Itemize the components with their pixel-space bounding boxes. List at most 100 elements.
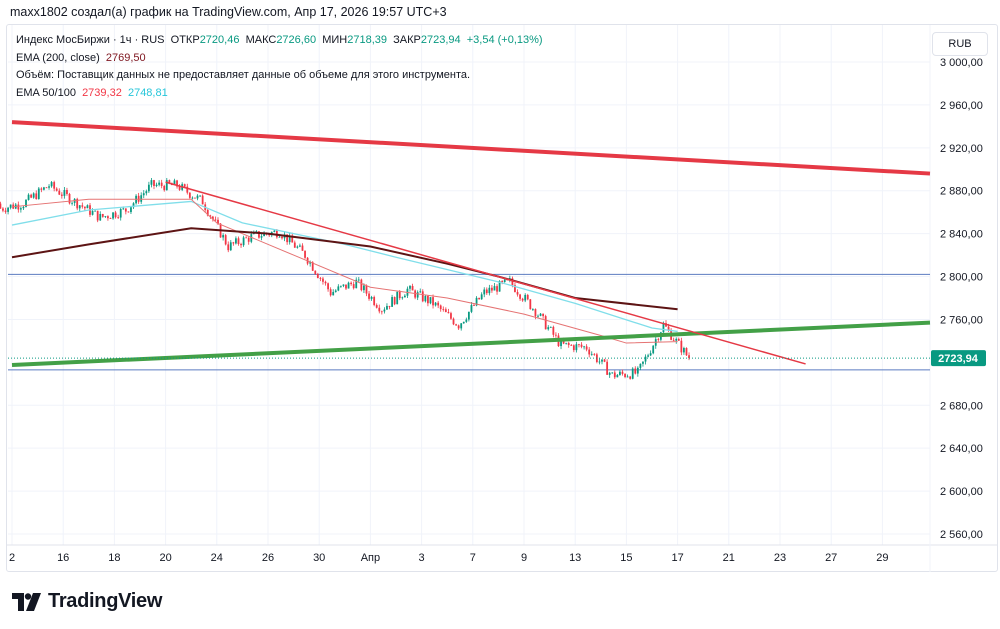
candle-body — [565, 342, 568, 344]
candle-body — [588, 349, 591, 355]
ema100-line[interactable] — [11, 200, 678, 333]
ema50-value: 2739,32 — [82, 86, 122, 99]
candle-body — [247, 237, 250, 242]
candle-body — [178, 186, 181, 190]
candle-body — [114, 212, 117, 218]
candle-body — [667, 326, 670, 331]
candle-body — [544, 316, 547, 330]
candle-body — [140, 195, 143, 202]
candle-body — [590, 353, 593, 355]
candle-body — [555, 334, 557, 336]
candle-body — [32, 193, 35, 198]
green-trendline[interactable] — [11, 320, 931, 368]
x-tick-label: 21 — [723, 552, 735, 564]
y-tick-label: 2 880,00 — [940, 186, 983, 198]
candle-body — [516, 292, 519, 295]
candle-body — [160, 182, 163, 186]
candle-body — [434, 302, 437, 306]
candle-body — [30, 194, 33, 198]
candle-body — [176, 180, 178, 187]
candle-body — [608, 372, 611, 375]
candle-body — [427, 295, 429, 304]
candle-body — [575, 344, 578, 351]
candle-body — [657, 339, 660, 340]
candle-body — [585, 346, 588, 350]
candle-body — [480, 294, 483, 300]
candle-body — [229, 242, 232, 251]
candle-body — [378, 307, 381, 312]
x-tick-label: 15 — [620, 552, 632, 564]
candle-body — [263, 232, 265, 237]
candle-body — [2, 208, 4, 211]
candle-body — [360, 279, 363, 291]
candle-body — [332, 291, 335, 296]
y-tick-label: 3 000,00 — [940, 57, 983, 69]
candle-body — [473, 305, 475, 306]
candle-body — [40, 188, 43, 190]
candle-body — [301, 245, 304, 251]
ema50-line[interactable] — [11, 198, 678, 344]
candle-body — [122, 208, 125, 210]
candle-body — [91, 210, 94, 215]
candle-body — [94, 210, 97, 212]
candle-body — [350, 282, 353, 285]
red-trendline[interactable] — [165, 181, 806, 365]
low-value: 2718,39 — [347, 34, 387, 46]
candle-body — [142, 193, 145, 196]
candle-body — [629, 376, 632, 379]
candle-body — [498, 281, 501, 292]
high-value: 2726,60 — [276, 34, 317, 46]
candle-body — [616, 374, 619, 378]
candle-body — [68, 193, 71, 204]
chart-caption: maxx1802 создал(а) график на TradingView… — [10, 5, 447, 19]
candle-body — [383, 309, 386, 312]
candle-body — [345, 284, 347, 289]
candle-body — [483, 289, 486, 295]
candle-body — [424, 295, 427, 302]
candle-body — [485, 289, 488, 294]
candle-body — [662, 323, 665, 333]
candle-body — [78, 205, 81, 209]
candle-body — [127, 211, 130, 213]
candle-body — [470, 305, 473, 312]
candle-body — [393, 297, 396, 305]
candle-body — [7, 207, 9, 212]
candle-body — [524, 294, 527, 301]
candle-body — [112, 212, 114, 219]
candle-body — [598, 361, 601, 363]
candle-body — [173, 180, 176, 186]
candle-body — [104, 216, 107, 217]
low-label: МИН — [322, 34, 348, 46]
candle-body — [147, 184, 150, 192]
currency-button[interactable]: RUB — [932, 32, 988, 56]
candle-body — [675, 338, 678, 341]
candle-body — [194, 197, 196, 199]
candle-body — [119, 208, 122, 218]
candle-body — [71, 202, 73, 204]
candle-body — [439, 305, 442, 310]
candle-body — [552, 326, 555, 335]
tradingview-logo[interactable]: TradingView — [12, 590, 162, 613]
candle-body — [519, 294, 521, 299]
candle-body — [227, 244, 230, 251]
close-label: ЗАКР — [393, 34, 421, 46]
red-trendline[interactable] — [11, 120, 931, 176]
candle-body — [352, 284, 355, 289]
candle-body — [22, 206, 25, 209]
candle-body — [488, 287, 491, 294]
candle-body — [183, 184, 186, 187]
candle-body — [63, 189, 66, 196]
candle-body — [99, 213, 102, 221]
candle-body — [363, 285, 365, 291]
candle-body — [288, 235, 291, 243]
ema50-100-row[interactable]: EMA 50/100 2739,32 2748,81 — [16, 85, 543, 103]
ema200-row[interactable]: EMA (200, close) 2769,50 — [16, 50, 543, 68]
candle-body — [401, 297, 404, 299]
candle-body — [549, 326, 552, 328]
x-tick-label: 20 — [159, 552, 171, 564]
symbol-title[interactable]: Индекс МосБиржи · 1ч · RUS — [16, 34, 165, 46]
ema200-line[interactable] — [11, 227, 678, 311]
candle-body — [217, 219, 219, 224]
candle-body — [273, 230, 276, 233]
